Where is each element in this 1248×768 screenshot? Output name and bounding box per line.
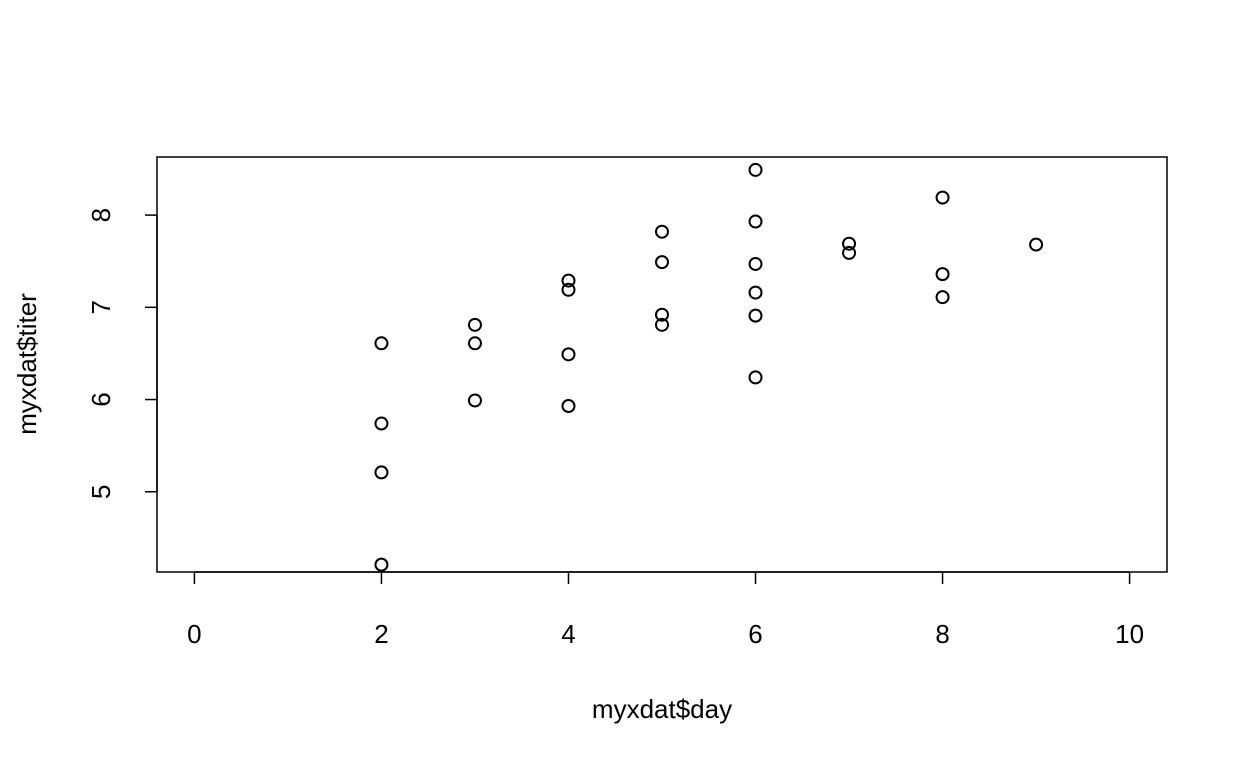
x-tick-label: 10	[1115, 619, 1144, 649]
data-point	[374, 416, 389, 431]
data-point	[561, 282, 576, 297]
data-point	[467, 393, 482, 408]
plot-frame	[156, 156, 1168, 573]
data-point	[842, 245, 857, 260]
y-tick-label: 5	[86, 485, 116, 499]
data-point	[1029, 237, 1044, 252]
x-tick-label: 4	[561, 619, 575, 649]
data-point	[374, 557, 389, 572]
x-axis-label: myxdat$day	[592, 694, 732, 724]
data-point	[655, 317, 669, 332]
data-points	[374, 162, 1044, 572]
data-point	[842, 236, 857, 251]
data-point	[374, 336, 389, 351]
y-tick-label: 8	[86, 208, 116, 222]
data-point	[748, 214, 763, 229]
data-point	[935, 190, 950, 205]
data-point	[748, 285, 763, 300]
y-axis-label: myxdat$titer	[12, 293, 42, 435]
y-tick-label: 6	[86, 392, 116, 406]
data-point	[655, 307, 669, 322]
x-tick-label: 2	[374, 619, 388, 649]
data-point	[935, 267, 950, 282]
data-point	[561, 273, 576, 288]
data-point	[374, 465, 389, 480]
data-point	[748, 370, 763, 385]
data-point	[561, 347, 576, 362]
data-point	[748, 308, 763, 323]
data-point	[561, 399, 576, 413]
data-point	[748, 162, 763, 177]
data-point	[748, 256, 763, 271]
data-point	[935, 290, 950, 305]
data-point	[467, 317, 482, 332]
x-tick-label: 6	[748, 619, 762, 649]
data-point	[655, 224, 669, 239]
y-axis: 5 6 7 8	[86, 208, 158, 499]
data-point	[655, 255, 669, 270]
x-tick-label: 0	[187, 619, 201, 649]
y-tick-label: 7	[86, 300, 116, 314]
data-point	[467, 336, 482, 351]
x-axis: 0 2 4 6 8 10	[187, 571, 1144, 649]
x-tick-label: 8	[935, 619, 949, 649]
